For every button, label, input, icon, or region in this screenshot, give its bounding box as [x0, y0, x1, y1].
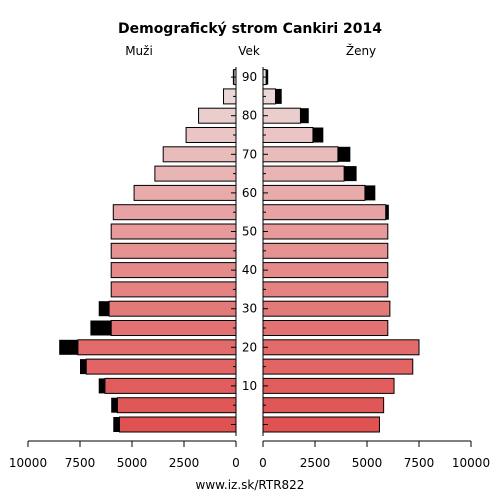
- female-excess-bar-70-74: [337, 146, 351, 162]
- female-excess-bar-65-69: [344, 166, 357, 182]
- age-tick-label-70: 70: [242, 147, 257, 161]
- age-tick-label-80: 80: [242, 109, 257, 123]
- male-excess-bar-25-29: [90, 320, 112, 336]
- female-bar-80-84: [262, 107, 301, 124]
- male-label: Muži: [125, 44, 153, 58]
- female-bar-75-79: [262, 127, 314, 143]
- female-bar-40-44: [262, 262, 389, 279]
- female-label: Ženy: [346, 43, 376, 58]
- female-bar-50-54: [262, 223, 389, 240]
- source-url: www.iz.sk/RTR822: [196, 478, 305, 492]
- female-excess-bar-80-84: [300, 108, 309, 124]
- bars-layer: [59, 69, 420, 433]
- female-x-tick-label-0: 0: [259, 456, 267, 470]
- female-bar-10-14: [262, 377, 395, 394]
- female-bar-5-9: [262, 397, 385, 414]
- female-bar-60-64: [262, 184, 366, 201]
- chart-title: Demografický strom Cankiri 2014: [118, 21, 382, 37]
- female-excess-bar-85-89: [275, 88, 282, 104]
- male-x-tick-label-5000: 5000: [117, 456, 148, 470]
- male-excess-bar-30-34: [98, 301, 110, 317]
- male-bar-45-49: [110, 242, 237, 259]
- male-bar-0-4: [119, 416, 237, 433]
- age-tick-label-50: 50: [242, 225, 257, 239]
- male-bar-15-19: [85, 358, 237, 375]
- male-bar-55-59: [112, 204, 237, 221]
- female-excess-bar-60-64: [364, 185, 376, 201]
- female-bar-70-74: [262, 146, 339, 163]
- female-bar-55-59: [262, 204, 387, 221]
- female-excess-bar-75-79: [312, 127, 324, 143]
- female-x-tick-label-7500: 7500: [404, 456, 435, 470]
- male-bar-10-14: [104, 377, 237, 394]
- age-tick-label-40: 40: [242, 263, 257, 277]
- male-x-tick-label-0: 0: [232, 456, 240, 470]
- female-excess-bar-55-59: [385, 204, 389, 220]
- male-excess-bar-10-14: [98, 378, 105, 394]
- male-bar-35-39: [110, 281, 237, 298]
- male-x-tick-label-10000: 10000: [9, 456, 47, 470]
- female-bar-0-4: [262, 416, 380, 433]
- female-x-tick-label-10000: 10000: [452, 456, 490, 470]
- male-bar-25-29: [110, 320, 237, 336]
- male-x-tick-label-2500: 2500: [169, 456, 200, 470]
- female-bar-65-69: [262, 165, 345, 182]
- female-bar-15-19: [262, 358, 414, 375]
- male-excess-bar-20-24: [59, 339, 78, 355]
- age-tick-label-90: 90: [242, 70, 257, 84]
- female-bar-35-39: [262, 281, 389, 298]
- male-bar-50-54: [110, 223, 237, 240]
- male-bar-65-69: [154, 165, 237, 182]
- age-tick-label-20: 20: [242, 340, 257, 354]
- female-x-tick-label-2500: 2500: [300, 456, 331, 470]
- female-bar-20-24: [262, 339, 420, 356]
- age-axis-label: Vek: [238, 44, 260, 58]
- male-bar-30-34: [108, 300, 237, 317]
- male-bar-60-64: [133, 184, 237, 201]
- male-bar-70-74: [162, 146, 237, 163]
- male-bar-5-9: [116, 397, 237, 414]
- axes-layer: 10 20 30 40 50 60 70 80 90 10000 7500 5000 2500 0 0 250…: [9, 67, 490, 470]
- male-bar-20-24: [77, 339, 237, 356]
- female-bar-30-34: [262, 300, 391, 317]
- age-tick-label-60: 60: [242, 186, 257, 200]
- male-x-tick-label-7500: 7500: [65, 456, 96, 470]
- male-bar-80-84: [198, 107, 237, 124]
- male-excess-bar-15-19: [80, 359, 87, 375]
- male-excess-bar-0-4: [113, 417, 120, 432]
- age-tick-label-30: 30: [242, 302, 257, 316]
- female-x-tick-label-5000: 5000: [352, 456, 383, 470]
- female-bar-25-29: [262, 320, 389, 336]
- male-bar-75-79: [185, 127, 237, 143]
- female-bar-45-49: [262, 242, 389, 259]
- male-excess-bar-5-9: [111, 397, 118, 413]
- male-bar-40-44: [110, 262, 237, 279]
- age-tick-label-10: 10: [242, 379, 257, 393]
